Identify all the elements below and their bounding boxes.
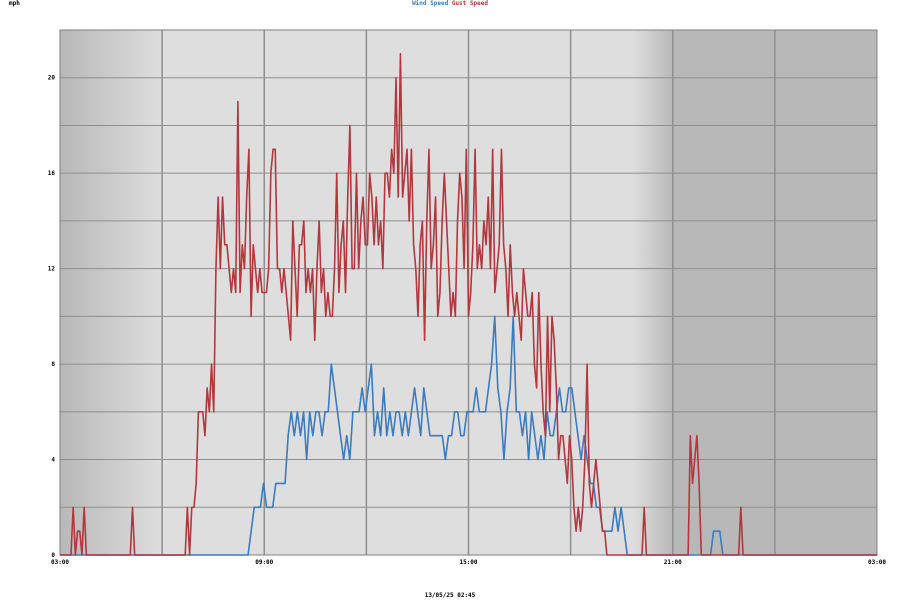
y-axis-unit: mph: [9, 0, 20, 7]
x-tick-label: 03:00: [868, 559, 886, 566]
gust-speed-line: [60, 53, 877, 556]
x-tick-label: 09:00: [255, 559, 273, 566]
chart-legend: Wind Speed Gust Speed: [0, 0, 900, 7]
dusk-shading: [632, 30, 673, 555]
x-tick-label: 21:00: [664, 559, 682, 566]
x-tick-label: 03:00: [51, 559, 69, 566]
dawn-shading: [60, 30, 162, 555]
legend-wind-speed: Wind Speed: [412, 0, 449, 7]
y-tick-label: 0: [51, 552, 55, 559]
y-tick-label: 20: [48, 75, 56, 82]
y-tick-label: 4: [51, 457, 55, 464]
wind-speed-line: [60, 315, 877, 556]
y-tick-label: 16: [48, 170, 56, 177]
legend-gust-speed: Gust Speed: [451, 0, 488, 7]
y-tick-label: 8: [51, 361, 55, 368]
timestamp-caption: 13/05/25 02:45: [424, 592, 476, 599]
plot-frame: [59, 29, 878, 556]
y-tick-label: 12: [48, 266, 56, 273]
x-tick-label: 15:00: [459, 559, 477, 566]
